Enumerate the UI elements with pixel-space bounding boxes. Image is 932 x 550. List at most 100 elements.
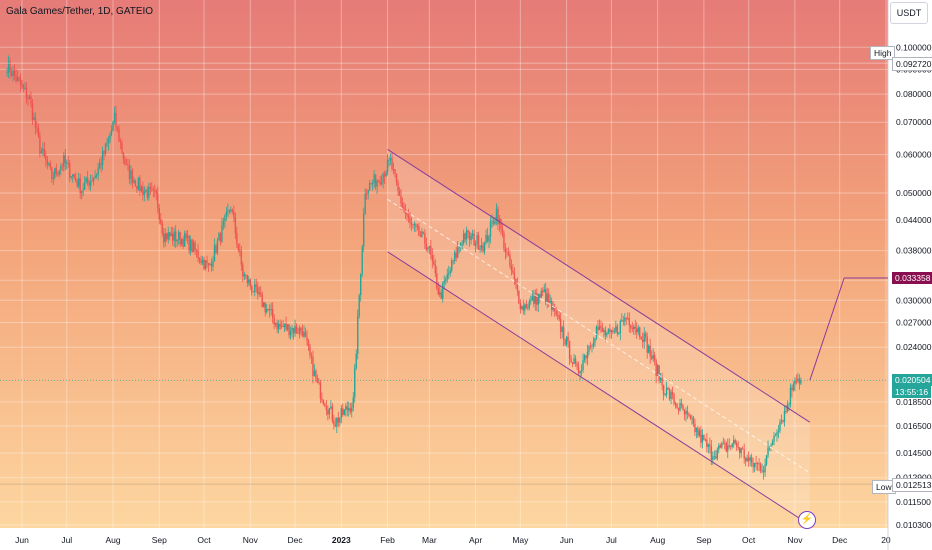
candle-down: [625, 317, 628, 319]
lightning-icon[interactable]: ⚡: [798, 511, 816, 529]
candle-up: [606, 332, 608, 336]
candle-down: [67, 162, 69, 164]
candle-down: [548, 293, 550, 303]
candle-down: [719, 445, 722, 448]
candle-down: [677, 407, 680, 411]
candle-up: [164, 233, 166, 243]
candle-up: [488, 236, 490, 242]
candle-down: [249, 279, 251, 287]
candle-up: [145, 189, 147, 192]
candle-up: [80, 190, 83, 194]
candle-up: [449, 270, 451, 273]
candle-up: [371, 183, 374, 184]
candle-down: [601, 327, 604, 332]
candle-up: [104, 143, 107, 154]
candle-down: [155, 190, 157, 194]
candle-down: [246, 274, 249, 284]
candle-up: [277, 324, 280, 330]
candle-up: [227, 210, 229, 212]
candle-down: [634, 326, 636, 329]
candle-up: [243, 274, 246, 277]
candle-down: [127, 164, 129, 166]
candle-down: [321, 398, 323, 401]
y-tick-label: 0.010300: [896, 520, 932, 530]
candle-down: [576, 363, 578, 367]
candle-down: [136, 186, 138, 190]
candle-up: [756, 463, 759, 465]
candle-down: [434, 264, 437, 274]
candle-down: [37, 127, 40, 137]
candle-down: [409, 217, 411, 223]
candle-down: [292, 328, 295, 334]
candle-down: [21, 84, 23, 86]
candle-up: [289, 331, 292, 336]
candle-up: [753, 463, 756, 467]
candle-down: [279, 324, 281, 327]
candle-up: [721, 443, 723, 448]
candle-up: [674, 403, 677, 405]
candle-down: [676, 403, 678, 408]
candle-down: [452, 260, 454, 262]
candle-up: [670, 392, 672, 400]
candle-up: [60, 166, 62, 171]
candle-up: [483, 242, 486, 252]
y-tick-label: 0.038000: [896, 246, 932, 256]
candle-down: [30, 96, 32, 104]
channel-upper-line: [387, 149, 811, 423]
candle-up: [66, 162, 68, 164]
candle-down: [182, 238, 184, 247]
y-tick-label: 0.060000: [896, 150, 932, 160]
channel-lower-line: [387, 251, 811, 526]
x-tick-label: Apr: [469, 535, 482, 545]
candle-down: [306, 336, 308, 341]
candle-down: [642, 339, 644, 342]
candle-down: [324, 404, 326, 407]
candle-up: [42, 148, 44, 152]
low-price-tag: 0.012513: [892, 478, 932, 493]
candle-down: [750, 457, 753, 463]
candle-up: [283, 323, 286, 328]
candle-down: [119, 141, 122, 143]
candle-down: [151, 188, 153, 190]
candle-up: [783, 410, 786, 422]
candle-up: [665, 387, 668, 395]
symbol-title[interactable]: Gala Games/Tether, 1D, GATEIO: [6, 6, 154, 17]
candle-up: [476, 235, 478, 244]
candle-down: [513, 272, 516, 279]
candle-up: [130, 170, 132, 179]
candle-up: [385, 172, 387, 177]
candle-down: [418, 226, 420, 236]
candle-up: [442, 283, 444, 299]
candle-up: [94, 175, 96, 179]
candle-up: [610, 330, 613, 333]
candle-up: [767, 447, 769, 456]
candle-down: [185, 233, 187, 238]
candle-down: [709, 444, 711, 447]
candle-up: [619, 321, 622, 334]
candle-up: [176, 239, 178, 242]
candle-up: [12, 70, 14, 77]
candle-up: [201, 259, 204, 263]
x-tick-label: Nov: [243, 535, 259, 545]
candle-up: [70, 176, 72, 178]
candle-up: [348, 408, 350, 411]
candle-down: [206, 260, 208, 264]
candle-up: [588, 346, 590, 352]
y-tick-label: 0.018500: [896, 397, 932, 407]
candle-up: [364, 193, 366, 214]
currency-button[interactable]: USDT: [890, 2, 928, 24]
candle-up: [439, 292, 441, 295]
candle-down: [440, 292, 442, 299]
candle-up: [788, 404, 790, 406]
candle-up: [451, 260, 453, 271]
candle-up: [800, 380, 802, 384]
candle-up: [362, 213, 365, 247]
x-tick-label: Oct: [742, 535, 756, 545]
candle-up: [98, 163, 101, 169]
candle-down: [597, 326, 599, 331]
candle-up: [448, 272, 450, 275]
candle-up: [291, 328, 293, 332]
candle-down: [668, 389, 671, 400]
